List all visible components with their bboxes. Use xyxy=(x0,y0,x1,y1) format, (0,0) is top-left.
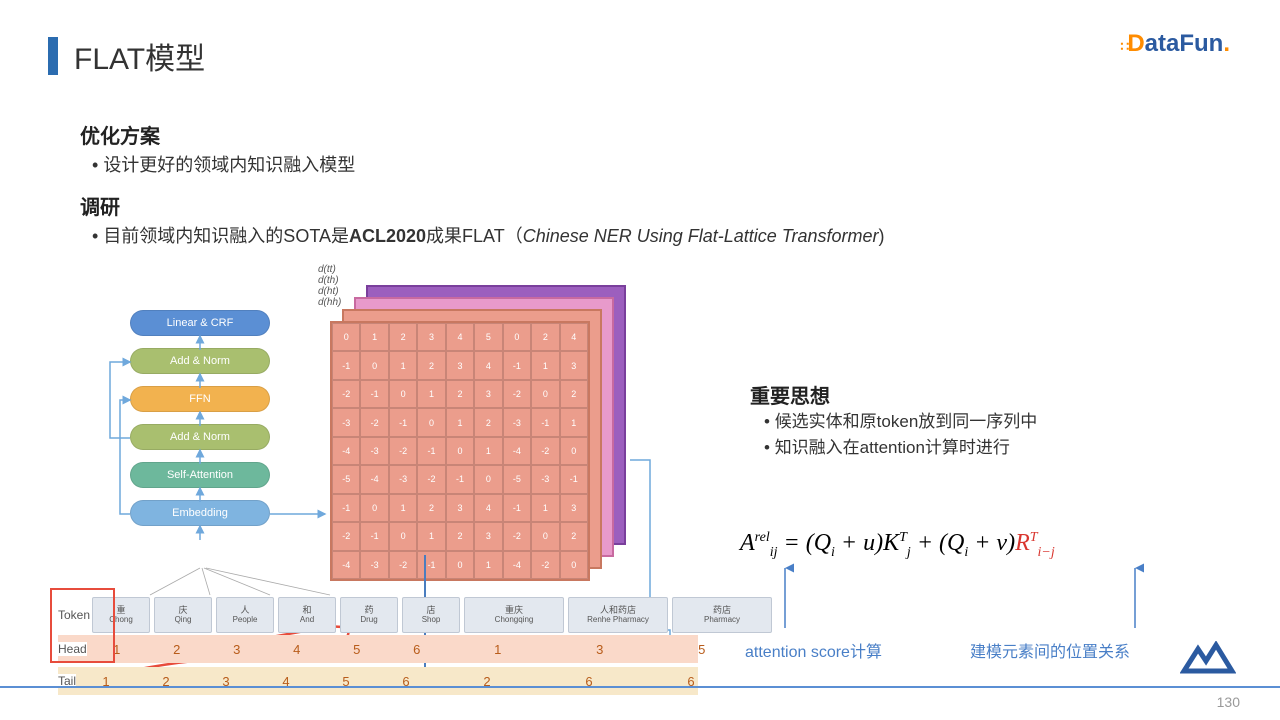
section1-bullet: 设计更好的领域内知识融入模型 xyxy=(92,151,1230,177)
arch-box: Linear & CRF xyxy=(130,310,270,336)
architecture-stack: Linear & CRF Add & Norm FFN Add & Norm Self-… xyxy=(130,310,270,538)
formula: Arelij = (Qi + u)KTj + (Qi + v)RTi−j xyxy=(740,530,1055,561)
token-cell: 店Shop xyxy=(402,597,460,633)
arch-box: Embedding xyxy=(130,500,270,526)
key-ideas: 重要思想 候选实体和原token放到同一序列中 知识融入在attention计算… xyxy=(750,380,1230,460)
page-title: FLAT模型 xyxy=(74,34,205,78)
title-bar: FLAT模型 xyxy=(48,34,205,78)
datafun-logo: ∷DataFun. xyxy=(1120,30,1230,58)
section2-bullet: 目前领域内知识融入的SOTA是ACL2020成果FLAT（Chinese NER… xyxy=(92,222,1230,248)
token-table: Token 重Chong庆Qing人People和And药Drug店Shop重庆… xyxy=(58,595,698,695)
annotation-left: attention score计算 xyxy=(745,638,882,662)
token-cell: 药Drug xyxy=(340,597,398,633)
token-cell: 和And xyxy=(278,597,336,633)
section2-heading: 调研 xyxy=(80,191,1230,220)
content-area: 优化方案 设计更好的领域内知识融入模型 调研 目前领域内知识融入的SOTA是AC… xyxy=(80,120,1230,262)
head-row: Head 123456135 xyxy=(58,635,698,663)
annotation-right: 建模元素间的位置关系 xyxy=(970,638,1130,662)
arch-box: FFN xyxy=(130,386,270,412)
key-bullet-2: 知识融入在attention计算时进行 xyxy=(764,435,1230,461)
arch-box: Self-Attention xyxy=(130,462,270,488)
matrix-stack: 012345024-101234-113-2-10123-202-3-2-101… xyxy=(330,285,630,585)
token-cell: 人People xyxy=(216,597,274,633)
annotation-arrows xyxy=(740,558,1200,638)
arch-box: Add & Norm xyxy=(130,424,270,450)
section1-heading: 优化方案 xyxy=(80,120,1230,149)
corner-logo xyxy=(1180,641,1236,680)
tail-row: Tail 123456266 xyxy=(58,667,698,695)
token-row: Token 重Chong庆Qing人People和And药Drug店Shop重庆… xyxy=(58,595,698,635)
bottom-divider xyxy=(0,686,1280,688)
page-number: 130 xyxy=(1217,694,1240,710)
diagram-area: Linear & CRF Add & Norm FFN Add & Norm Self-… xyxy=(30,260,710,690)
red-highlight-box xyxy=(50,588,115,663)
arch-box: Add & Norm xyxy=(130,348,270,374)
token-cell: 庆Qing xyxy=(154,597,212,633)
token-cell: 人和药店Renhe Pharmacy xyxy=(568,597,668,633)
token-cell: 重庆Chongqing xyxy=(464,597,564,633)
matrix-layer-1: 012345024-101234-113-2-10123-202-3-2-101… xyxy=(330,321,590,581)
key-heading: 重要思想 xyxy=(750,380,1230,409)
key-bullet-1: 候选实体和原token放到同一序列中 xyxy=(764,409,1230,435)
accent-bar xyxy=(48,37,58,75)
